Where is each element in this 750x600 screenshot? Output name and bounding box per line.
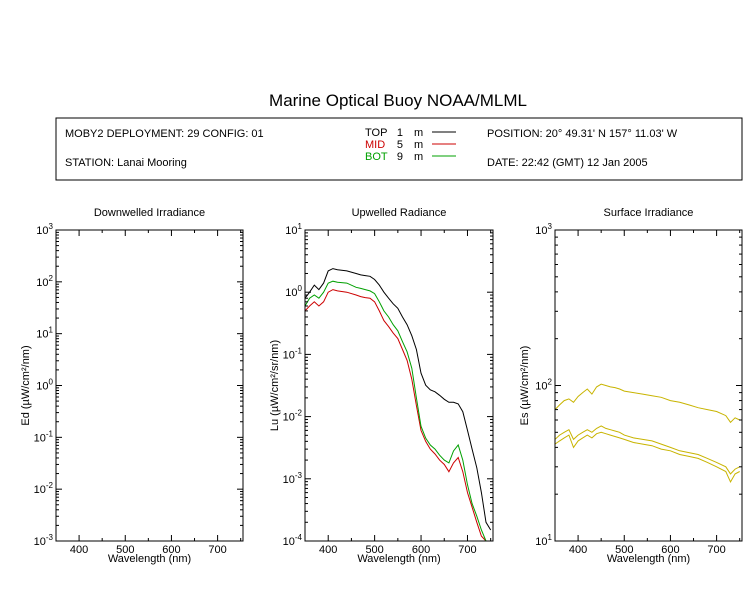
series-line-1 bbox=[555, 383, 740, 424]
legend-mid-name: MID bbox=[365, 139, 385, 151]
series-line-top bbox=[305, 268, 492, 531]
plot-frame bbox=[55, 229, 244, 542]
info-box: MOBY2 DEPLOYMENT: 29 CONFIG: 01 STATION:… bbox=[55, 117, 743, 181]
y-tick-label: 10-2 bbox=[34, 481, 54, 496]
series-line-mid bbox=[305, 289, 487, 541]
series-line-2 bbox=[555, 425, 740, 475]
y-tick-label: 102 bbox=[535, 378, 552, 393]
legend: TOP 1 m MID 5 m BOT 9 m bbox=[365, 127, 456, 163]
plot-frame bbox=[304, 229, 494, 542]
legend-entry-top: TOP 1 m bbox=[365, 127, 456, 139]
panel-title: Surface Irradiance bbox=[604, 207, 694, 219]
series-line-bot bbox=[305, 280, 487, 541]
y-axis-label: Ed (µW/cm²/nm) bbox=[20, 345, 32, 425]
deployment-text: MOBY2 DEPLOYMENT: 29 CONFIG: 01 bbox=[65, 128, 264, 140]
figure-title: Marine Optical Buoy NOAA/MLML bbox=[269, 91, 527, 110]
x-axis-label: Wavelength (nm) bbox=[607, 553, 690, 565]
panel-surface-irradiance: Surface Irradiance 103 102 101 400 500 600 700 W… bbox=[519, 207, 743, 565]
y-tick-label: 103 bbox=[535, 222, 552, 237]
y-tick-label: 101 bbox=[535, 533, 552, 548]
series-group bbox=[305, 268, 492, 541]
x-tick-label: 500 bbox=[365, 544, 383, 556]
y-tick-label: 10-3 bbox=[34, 533, 54, 548]
series-group bbox=[555, 383, 740, 483]
x-tick-label: 700 bbox=[458, 544, 476, 556]
x-tick-label: 400 bbox=[319, 544, 337, 556]
y-tick-label: 100 bbox=[285, 284, 302, 299]
station-text: STATION: Lanai Mooring bbox=[65, 157, 187, 169]
legend-top-name: TOP bbox=[365, 127, 387, 139]
x-tick-label: 600 bbox=[162, 544, 180, 556]
legend-entry-bot: BOT 9 m bbox=[365, 151, 456, 163]
panel-title: Downwelled Irradiance bbox=[94, 207, 205, 219]
info-box-frame bbox=[55, 117, 743, 181]
legend-mid-depth: 5 bbox=[397, 139, 403, 151]
legend-bot-depth: 9 bbox=[397, 151, 403, 163]
y-tick-label: 100 bbox=[36, 378, 53, 393]
y-axis-label: Lu (µW/cm²/sr/nm) bbox=[269, 340, 281, 431]
y-tick-label: 102 bbox=[36, 274, 53, 289]
y-tick-label: 10-1 bbox=[34, 429, 54, 444]
x-tick-label: 700 bbox=[208, 544, 226, 556]
legend-top-unit: m bbox=[414, 127, 423, 139]
legend-mid-unit: m bbox=[414, 139, 423, 151]
legend-bot-name: BOT bbox=[365, 151, 388, 163]
position-text: POSITION: 20° 49.31' N 157° 11.03' W bbox=[487, 128, 678, 140]
legend-top-depth: 1 bbox=[397, 127, 403, 139]
date-text: DATE: 22:42 (GMT) 12 Jan 2005 bbox=[487, 157, 648, 169]
x-tick-label: 600 bbox=[661, 544, 679, 556]
y-tick-label: 10-3 bbox=[283, 471, 303, 486]
legend-bot-unit: m bbox=[414, 151, 423, 163]
y-tick-label: 10-4 bbox=[283, 533, 303, 548]
x-tick-label: 500 bbox=[615, 544, 633, 556]
panel-title: Upwelled Radiance bbox=[352, 207, 447, 219]
panel-downwelled-irradiance: Downwelled Irradiance 103 102 101 100 10-1 10-… bbox=[20, 207, 244, 565]
x-tick-label: 700 bbox=[707, 544, 725, 556]
panel-upwelled-radiance: Upwelled Radiance 101 100 10-1 10-2 10-3 10-4 4… bbox=[269, 207, 494, 565]
y-tick-label: 101 bbox=[285, 222, 302, 237]
plot-frame bbox=[554, 229, 743, 542]
x-tick-label: 600 bbox=[412, 544, 430, 556]
y-tick-label: 10-1 bbox=[283, 346, 303, 361]
x-tick-label: 400 bbox=[569, 544, 587, 556]
y-axis-label: Es (µW/cm²/nm) bbox=[519, 346, 531, 426]
x-axis-label: Wavelength (nm) bbox=[108, 553, 191, 565]
y-tick-label: 10-2 bbox=[283, 409, 303, 424]
x-axis-label: Wavelength (nm) bbox=[357, 553, 440, 565]
y-tick-label: 101 bbox=[36, 326, 53, 341]
y-tick-label: 103 bbox=[36, 222, 53, 237]
legend-entry-mid: MID 5 m bbox=[365, 139, 456, 151]
x-tick-label: 400 bbox=[70, 544, 88, 556]
series-line-3 bbox=[555, 431, 740, 483]
x-tick-label: 500 bbox=[116, 544, 134, 556]
